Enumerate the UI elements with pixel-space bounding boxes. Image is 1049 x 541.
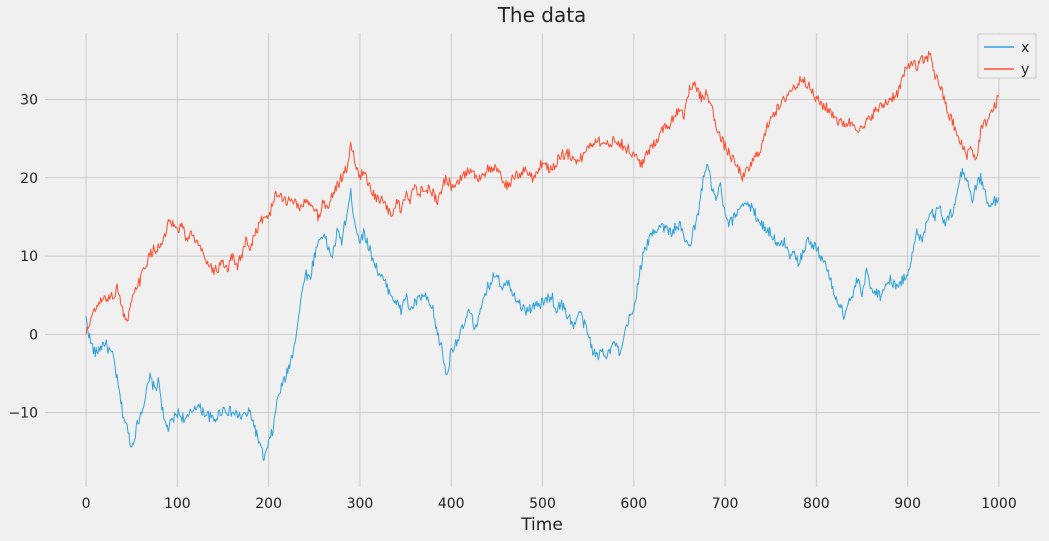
grid-layer: [45, 33, 1040, 487]
x-tick-label: 200: [255, 496, 282, 512]
y-tick-label: 20: [20, 171, 38, 187]
y-tick-label: −10: [8, 406, 38, 422]
chart-title: The data: [497, 3, 587, 27]
series-line-x: [85, 164, 1000, 461]
x-tick-label: 800: [803, 496, 830, 512]
x-axis-label: Time: [520, 515, 563, 535]
x-tick-label: 400: [438, 496, 465, 512]
y-tick-label: 10: [20, 249, 38, 265]
y-tick-label: 30: [20, 93, 38, 109]
x-tick-label: 500: [529, 496, 556, 512]
x-tick-label: 900: [894, 496, 921, 512]
legend: xy: [977, 33, 1037, 79]
series-layer: [85, 50, 1000, 461]
x-tick-label: 600: [620, 496, 647, 512]
x-tick-label: 700: [712, 496, 739, 512]
legend-label-y: y: [1021, 62, 1029, 78]
ticks-layer: 0 100 200 300 400 500 600 700 800 900 1000 −10 0 10 20…: [8, 93, 1016, 512]
legend-box: [977, 33, 1037, 79]
x-tick-label: 1000: [981, 496, 1017, 512]
series-line-y: [85, 50, 1000, 335]
x-tick-label: 0: [82, 496, 91, 512]
legend-label-x: x: [1021, 40, 1029, 56]
x-tick-label: 300: [347, 496, 374, 512]
y-tick-label: 0: [29, 327, 38, 343]
x-tick-label: 100: [164, 496, 191, 512]
